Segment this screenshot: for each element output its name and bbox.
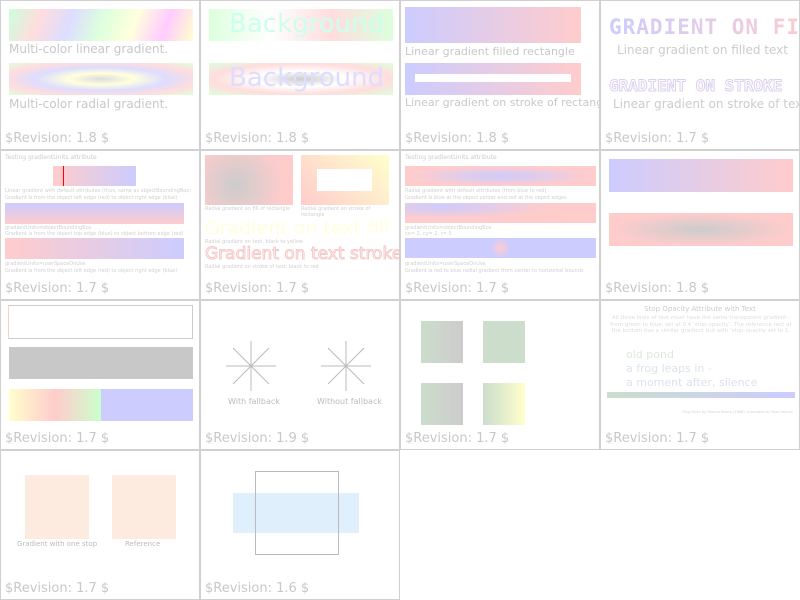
label: Radial gradient on stroke of text, black… [205,264,319,270]
gradient-rect [405,238,596,258]
label: Linear gradient filled rectangle [405,45,575,58]
label: gradientUnits=objectBoundingBox [405,225,492,231]
revision-label: $Revision: 1.7 $ [5,581,110,596]
description: All three lines of text must have the sa… [610,315,792,334]
gray-rect [9,347,193,379]
haiku-line: a frog leaps in - [626,362,712,375]
test-cell-linear-rect: Linear gradient filled rectangle Linear … [400,0,600,150]
revision-label: $Revision: 1.8 $ [205,131,310,146]
test-cell-stop-opacity: Stop Opacity Attribute with Text All thr… [600,300,800,450]
gradient-rect [609,159,793,192]
gradient-rect [9,389,193,421]
gradient-rect [5,238,184,259]
label: Radial gradient on text, black to yellow [205,239,303,245]
gradient-rect [5,203,184,224]
revision-label: $Revision: 1.8 $ [605,281,710,296]
gradient-rect [405,203,596,223]
test-cell-squares: $Revision: 1.7 $ [400,300,600,450]
test-cell-fallback: With fallback Without fallback $Revision… [200,300,400,450]
test-cell-background: Background Background $Revision: 1.8 $ [200,0,400,150]
label: gradientUnits=userSpaceOnUse [405,261,486,267]
test-cell-overlap: $Revision: 1.6 $ [200,450,400,600]
gradient-rect [209,63,393,95]
linear-multicolor-rect [9,9,193,41]
revision-label: $Revision: 1.9 $ [205,431,310,446]
gradient-text-stroke: Gradient on text stroke [204,244,400,264]
outlined-rect [8,305,193,339]
haiku-line: old pond [626,348,674,361]
label: Linear gradient on stroke of text [613,97,800,111]
gradient-fill-text: Gradient on fill [609,15,799,40]
label: Linear gradient with default attributes … [5,188,192,194]
haiku-line: a moment after, silence [626,376,758,389]
outlined-rect [255,471,339,555]
label: Without fallback [317,397,382,406]
star-lines-without-fallback [321,341,371,391]
gradient-rect [609,213,793,246]
label: gradientUnits=userSpaceOnUse [5,261,86,267]
title: Stop Opacity Attribute with Text [644,305,756,313]
revision-label: $Revision: 1.7 $ [5,431,110,446]
label: cx=.2, cy=.2, r=.5 [405,231,452,237]
revision-label: $Revision: 1.7 $ [205,281,310,296]
gradient-stroke-text: Gradient on stroke [608,76,783,96]
gradient-square [421,383,463,425]
revision-label: $Revision: 1.7 $ [605,131,710,146]
label: Multi-color radial gradient. [9,97,169,111]
reference-rect [607,392,795,398]
reference-square [112,475,176,539]
revision-label: $Revision: 1.8 $ [405,131,510,146]
label: Linear gradient on filled text [617,43,788,57]
test-cell-linear-gradientunits: Testing gradientUnits attribute Linear g… [0,150,200,300]
label: gradientUnits=objectBoundingBox [5,225,92,231]
label: Radial gradient on fill of rectangle [205,206,291,212]
label: Radial gradient on stroke of rectangle [301,206,371,218]
revision-label: $Revision: 1.6 $ [205,581,310,596]
gradient-rect [209,9,393,41]
linear-filled-rect [405,7,581,43]
background-text: Background [229,9,385,39]
credit: Frog Haiku by Matsuo Basho (1686), trans… [682,410,793,414]
linear-stroked-rect [405,63,581,95]
label: Radial gradient with default attributes … [405,188,547,194]
revision-label: $Revision: 1.7 $ [405,431,510,446]
label: Linear gradient on stroke of rectangle [405,96,600,109]
test-cell-one-stop: Gradient with one stop Reference $Revisi… [0,450,200,600]
radial-stroked-rect [301,155,389,205]
test-cell-gradient-bands: $Revision: 1.8 $ [600,150,800,300]
revision-label: $Revision: 1.7 $ [605,431,710,446]
label: Multi-color linear gradient. [9,42,169,56]
label: Gradient is from the object left edge (r… [5,268,178,274]
revision-label: $Revision: 1.7 $ [5,281,110,296]
revision-label: $Revision: 1.7 $ [405,281,510,296]
label: Gradient is from the object left edge (r… [5,195,178,201]
test-cell-rects: $Revision: 1.7 $ [0,300,200,450]
test-cell-radial: Radial gradient on fill of rectangle Rad… [200,150,400,300]
title: Testing gradientUnits attribute [405,154,497,161]
test-cell-gradient-text: Gradient on fill Linear gradient on fill… [600,0,800,150]
background-text: Background [229,63,385,93]
gradient-rect [53,166,136,186]
label: Gradient is from the object top edge (bl… [5,231,184,237]
title: Testing gradientUnits attribute [5,154,97,161]
test-cell-radial-gradientunits: Testing gradientUnits attribute Radial g… [400,150,600,300]
radial-filled-rect [205,155,293,205]
gradient-text-fill: Gradient on text fill [205,217,390,239]
star-lines-with-fallback [226,341,276,391]
label: Gradient is red to blue radial gradient … [405,268,584,274]
gradient-square [483,383,525,425]
gradient-rect [405,166,596,186]
label: Reference [125,540,161,548]
label: Gradient with one stop [17,540,98,548]
gradient-one-stop-square [25,475,89,539]
label: Gradient is blue at the object center an… [405,195,567,201]
radial-multicolor-rect [9,63,193,95]
label: With fallback [228,397,280,406]
green-square [483,321,525,363]
gradient-square [421,321,463,363]
revision-label: $Revision: 1.8 $ [5,131,110,146]
test-cell-multicolor-gradient: Multi-color linear gradient. Multi-color… [0,0,200,150]
